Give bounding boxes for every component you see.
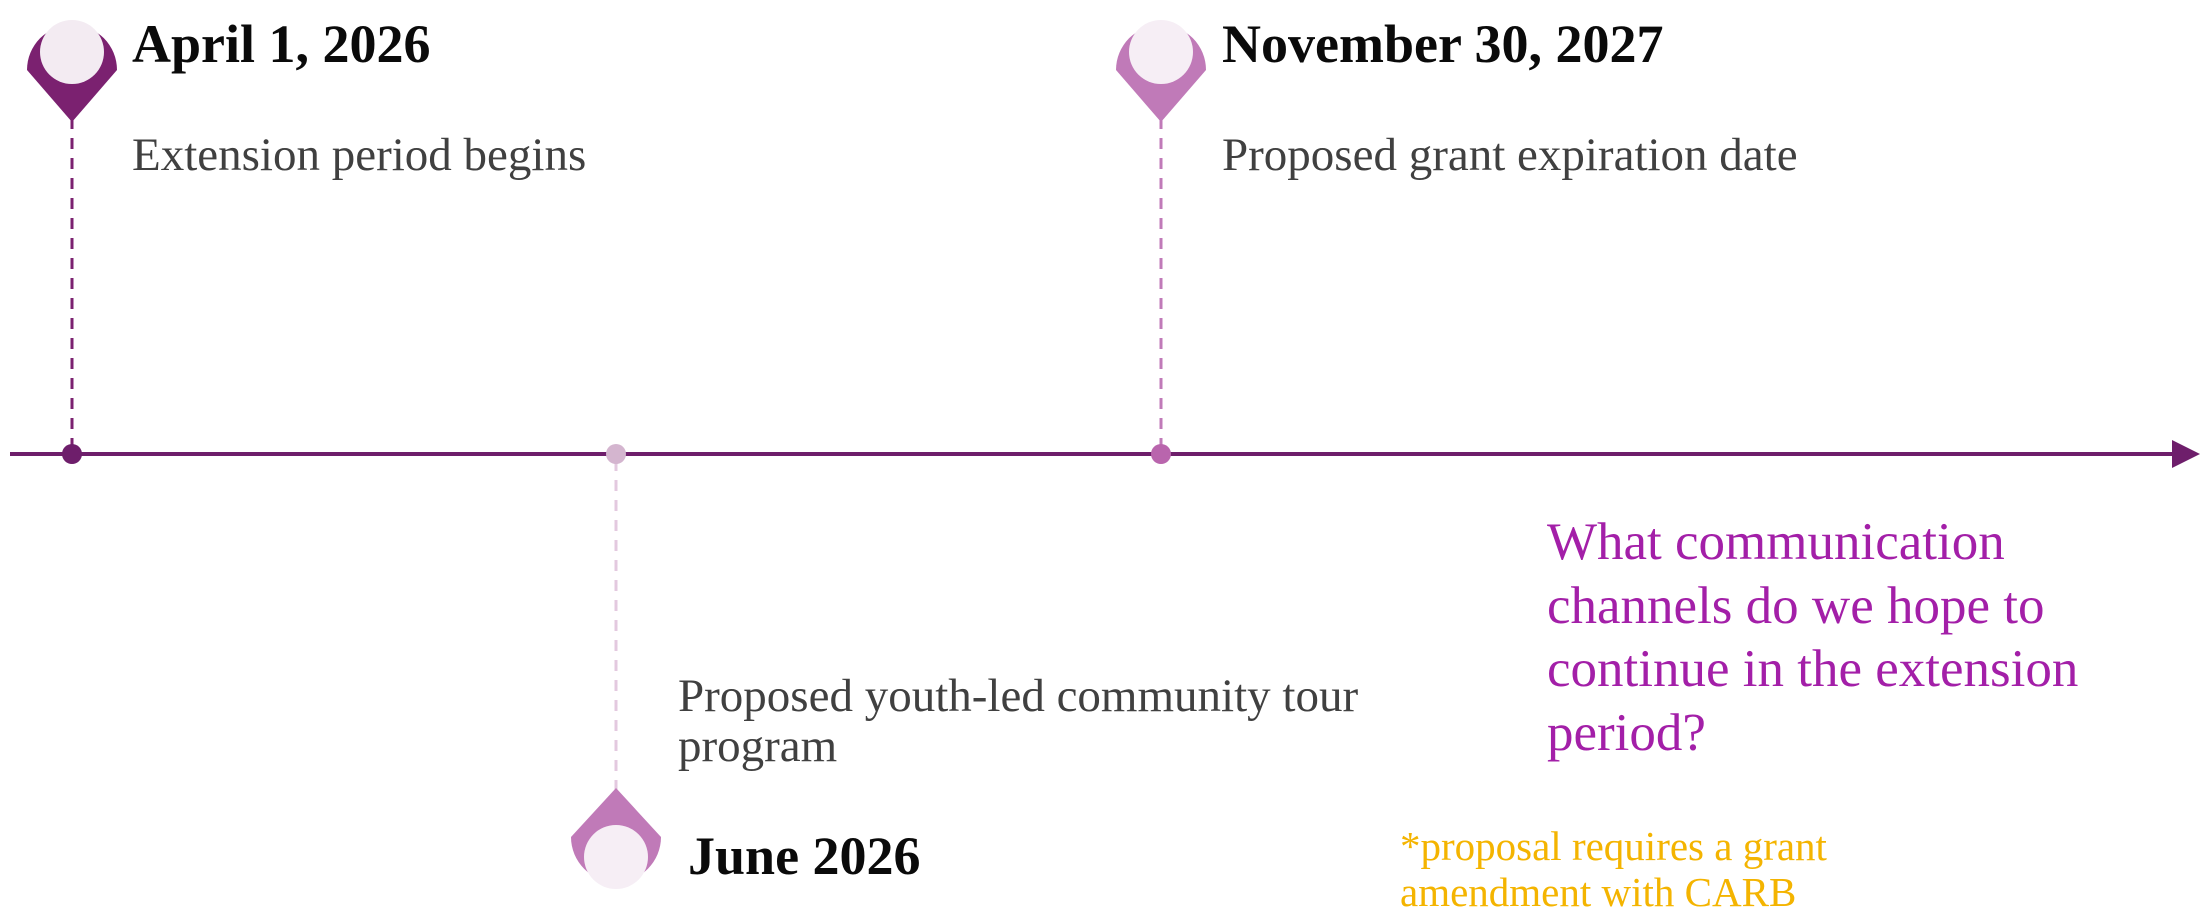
milestone-date-april: April 1, 2026 <box>132 14 431 74</box>
milestone-description-june: Proposed youth-led community tour progra… <box>678 670 1359 772</box>
milestone-date-november: November 30, 2027 <box>1222 14 1664 74</box>
footnote-text: *proposal requires a grant amendment wit… <box>1400 823 1827 915</box>
map-pin-icon-june <box>571 788 661 889</box>
axis-dot-april <box>62 444 82 464</box>
question-text: What communication channels do we hope t… <box>1547 513 2079 762</box>
map-pin-icon-november <box>1116 20 1206 122</box>
map-pin-icon-april <box>27 20 117 122</box>
axis-dot-june <box>606 444 626 464</box>
milestone-description-april: Extension period begins <box>132 129 587 181</box>
milestone-description-november: Proposed grant expiration date <box>1222 129 1798 181</box>
axis-arrowhead <box>2172 440 2200 468</box>
axis-dot-november <box>1151 444 1171 464</box>
milestone-date-june: June 2026 <box>688 826 921 886</box>
